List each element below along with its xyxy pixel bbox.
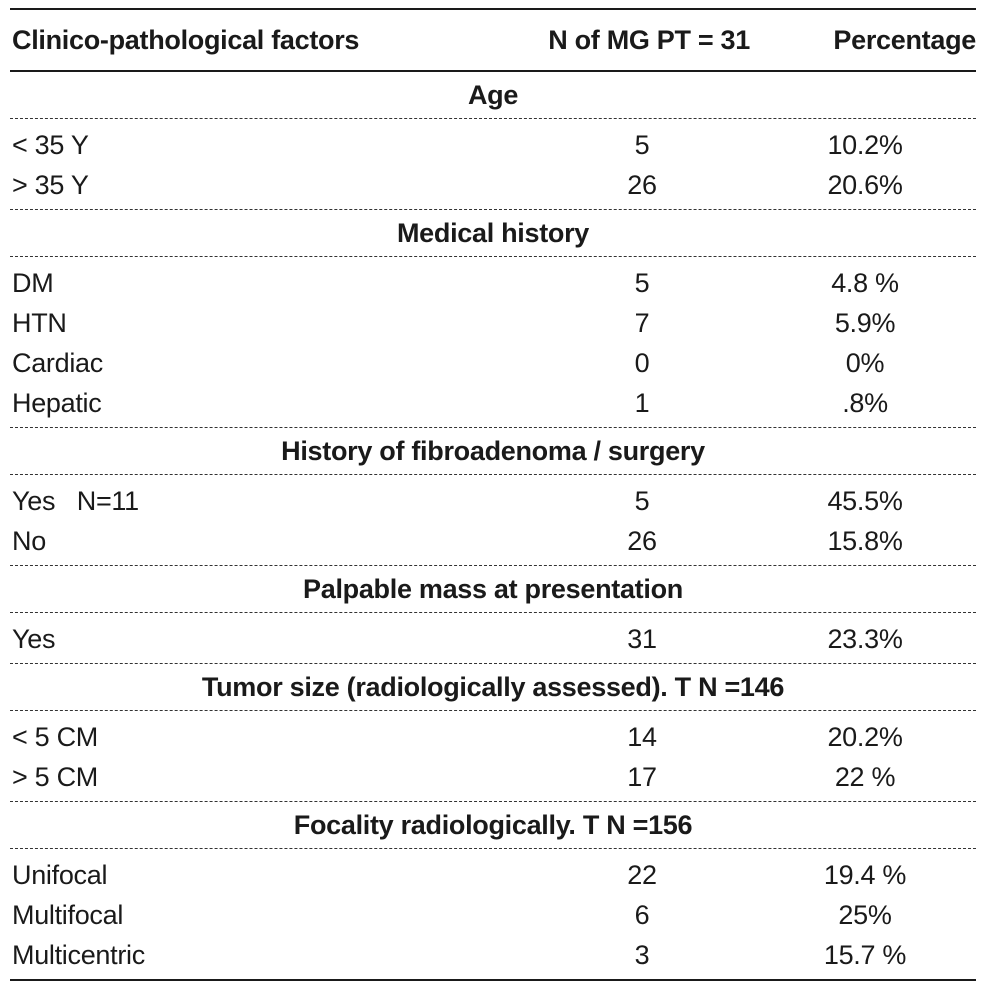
table-row: Yes N=11 5 45.5% [10, 481, 976, 521]
table-row: Yes 31 23.3% [10, 619, 976, 659]
cell-n: 17 [627, 761, 657, 792]
cell-factor: Unifocal [12, 859, 108, 890]
table-row: Hepatic 1 .8% [10, 383, 976, 423]
cell-percentage: 0% [845, 347, 885, 378]
table-row: < 5 CM 14 20.2% [10, 717, 976, 757]
cell-percentage: 19.4 % [823, 859, 907, 890]
cell-percentage: 15.8% [827, 525, 903, 556]
section-divider [10, 612, 976, 613]
cell-n: 26 [627, 169, 657, 200]
section-divider [10, 801, 976, 802]
table-row: Unifocal 22 19.4 % [10, 855, 976, 895]
cell-percentage: 4.8 % [831, 267, 899, 298]
cell-factor: < 35 Y [12, 129, 89, 160]
table-row: HTN 7 5.9% [10, 303, 976, 343]
section-divider [10, 256, 976, 257]
cell-factor: < 5 CM [12, 721, 98, 752]
cell-factor: Multicentric [12, 939, 145, 970]
table-row: DM 5 4.8 % [10, 263, 976, 303]
cell-percentage: 5.9% [834, 307, 896, 338]
table-row: Multicentric 3 15.7 % [10, 935, 976, 975]
table-body: Age < 35 Y 5 10.2% > 35 Y 26 20.6% Medical hist… [10, 72, 976, 975]
section-title: Palpable mass at presentation [303, 573, 683, 604]
section-title: History of fibroadenoma / surgery [281, 435, 705, 466]
cell-percentage: 23.3% [827, 623, 903, 654]
table-row: > 35 Y 26 20.6% [10, 165, 976, 205]
cell-factor: Yes [12, 623, 56, 654]
cell-factor: > 5 CM [12, 761, 98, 792]
table-row: Multifocal 6 25% [10, 895, 976, 935]
cell-factor: Multifocal [12, 899, 124, 930]
table-row: Cardiac 0 0% [10, 343, 976, 383]
cell-n: 1 [634, 387, 650, 418]
section-divider [10, 565, 976, 566]
cell-factor: Cardiac [12, 347, 103, 378]
cell-factor: DM [12, 267, 54, 298]
section-title: Age [467, 79, 519, 110]
top-rule [10, 8, 976, 10]
cell-n: 26 [627, 525, 657, 556]
cell-percentage: 45.5% [827, 485, 903, 516]
cell-n: 31 [627, 623, 657, 654]
cell-n: 5 [634, 129, 650, 160]
header-factor: Clinico-pathological factors [12, 24, 360, 55]
cell-percentage: 20.2% [827, 721, 903, 752]
cell-n: 7 [634, 307, 650, 338]
cell-percentage: 25% [838, 899, 892, 930]
header-rule [10, 70, 976, 72]
cell-n: 22 [627, 859, 657, 890]
section-title: Focality radiologically. T N =156 [293, 809, 693, 840]
section-divider [10, 710, 976, 711]
section-divider [10, 663, 976, 664]
header-n: N of MG PT = 31 [548, 24, 750, 55]
cell-percentage: .8% [842, 387, 888, 418]
section-divider [10, 118, 976, 119]
table-row: > 5 CM 17 22 % [10, 757, 976, 797]
section-divider [10, 209, 976, 210]
cell-factor: > 35 Y [12, 169, 89, 200]
table-row: < 35 Y 5 10.2% [10, 125, 976, 165]
cell-percentage: 15.7 % [823, 939, 907, 970]
cell-percentage: 10.2% [827, 129, 903, 160]
cell-n: 0 [634, 347, 650, 378]
bottom-rule [10, 979, 976, 981]
cell-factor: HTN [12, 307, 67, 338]
cell-percentage: 22 % [834, 761, 896, 792]
section-divider [10, 427, 976, 428]
header-percentage: Percentage [833, 24, 976, 55]
cell-n: 14 [627, 721, 657, 752]
header-row: Clinico-pathological factors N of MG PT … [10, 10, 976, 70]
cell-n: 5 [634, 267, 650, 298]
table-row: No 26 15.8% [10, 521, 976, 561]
cell-n: 6 [634, 899, 650, 930]
cell-n: 5 [634, 485, 650, 516]
section-title: Tumor size (radiologically assessed). T … [201, 671, 785, 702]
section-title: Medical history [396, 217, 590, 248]
cell-factor: Yes N=11 [12, 485, 139, 516]
section-divider [10, 848, 976, 849]
cell-percentage: 20.6% [827, 169, 903, 200]
cell-factor: No [12, 525, 46, 556]
cell-factor: Hepatic [12, 387, 102, 418]
cell-n: 3 [634, 939, 650, 970]
data-table: Clinico-pathological factors N of MG PT … [10, 8, 976, 981]
section-divider [10, 474, 976, 475]
